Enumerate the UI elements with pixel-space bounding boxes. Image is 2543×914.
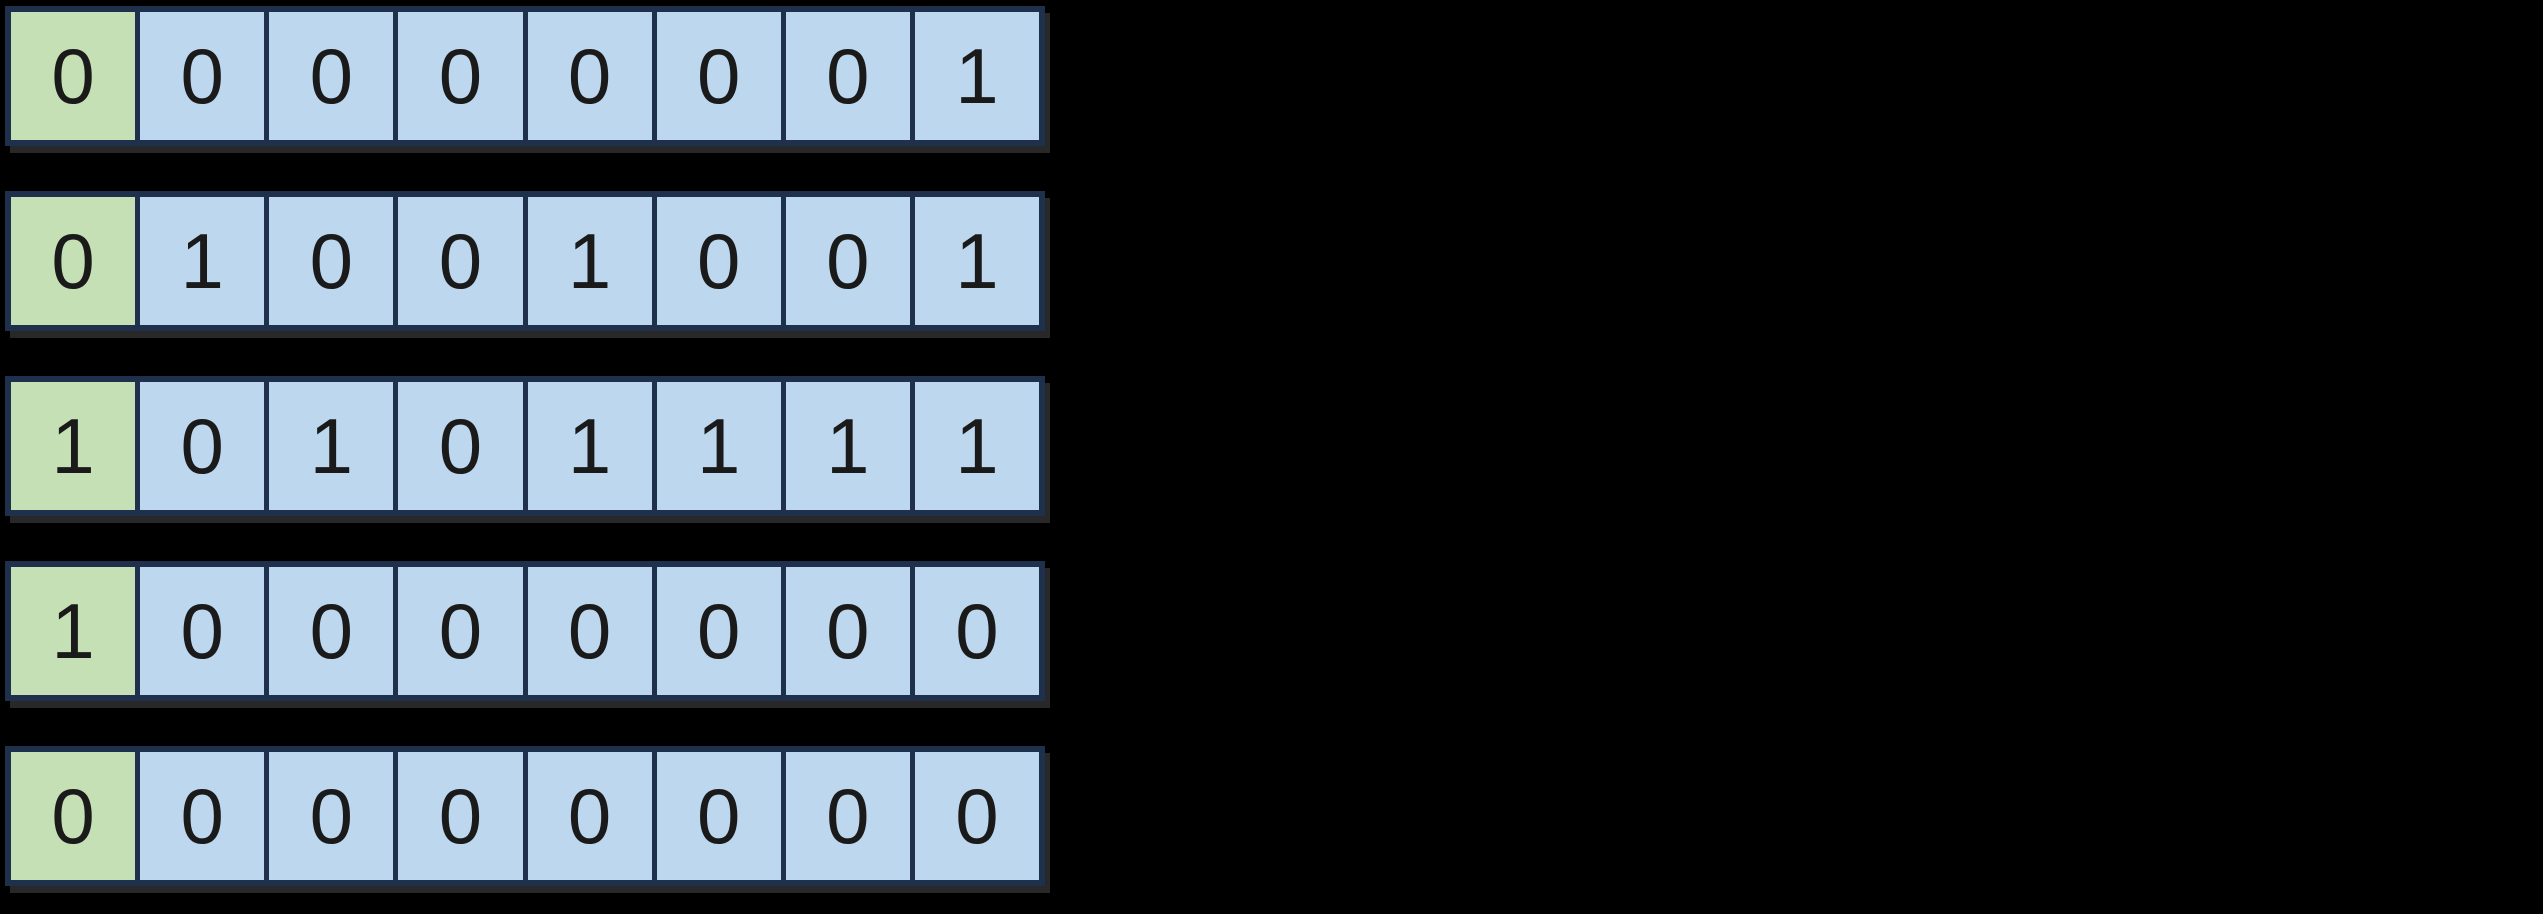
bit-cell: 0: [656, 197, 786, 325]
bit-cell: 1: [656, 382, 786, 510]
bit-cell: 0: [140, 567, 270, 695]
bit-array-row-1: 0 0 0 0 0 0 0 1: [5, 6, 1045, 146]
flag-bit-cell: 0: [11, 12, 141, 140]
bit-cell: 0: [656, 12, 786, 140]
bit-cell: 1: [914, 12, 1039, 140]
bit-cell: 0: [785, 197, 915, 325]
bit-cell: 0: [914, 567, 1039, 695]
bit-cell: 0: [527, 12, 657, 140]
flag-bit-cell: 0: [11, 197, 141, 325]
bit-cell: 0: [656, 752, 786, 880]
bit-cell: 1: [785, 382, 915, 510]
bit-cell: 0: [398, 12, 528, 140]
bit-array-row-2: 0 1 0 0 1 0 0 1: [5, 191, 1045, 331]
bit-cell: 0: [656, 567, 786, 695]
bit-cell: 0: [398, 197, 528, 325]
flag-bit-cell: 1: [11, 382, 141, 510]
bit-cell: 0: [269, 12, 399, 140]
bit-cell: 1: [527, 197, 657, 325]
bit-cell: 1: [527, 382, 657, 510]
bit-cell: 0: [527, 567, 657, 695]
bit-cell: 0: [398, 752, 528, 880]
flag-bit-cell: 0: [11, 752, 141, 880]
bit-array-row-3: 1 0 1 0 1 1 1 1: [5, 376, 1045, 516]
bit-cell: 0: [914, 752, 1039, 880]
bit-cell: 0: [269, 197, 399, 325]
bit-cell: 0: [785, 12, 915, 140]
bit-cell: 0: [140, 382, 270, 510]
bit-array-row-5: 0 0 0 0 0 0 0 0: [5, 746, 1045, 886]
bit-cell: 1: [914, 382, 1039, 510]
bit-cell: 1: [140, 197, 270, 325]
bit-cell: 1: [914, 197, 1039, 325]
bit-cell: 0: [269, 567, 399, 695]
bit-cell: 0: [140, 752, 270, 880]
bit-cell: 0: [269, 752, 399, 880]
bit-cell: 0: [398, 382, 528, 510]
bit-cell: 0: [398, 567, 528, 695]
bit-array-row-4: 1 0 0 0 0 0 0 0: [5, 561, 1045, 701]
bit-cell: 0: [527, 752, 657, 880]
bit-cell: 0: [785, 752, 915, 880]
bit-cell: 1: [269, 382, 399, 510]
bit-rows-container: 0 0 0 0 0 0 0 1 0 1 0 0 1 0 0 1 1 0 1 0 …: [5, 6, 1045, 886]
flag-bit-cell: 1: [11, 567, 141, 695]
bit-cell: 0: [785, 567, 915, 695]
bit-cell: 0: [140, 12, 270, 140]
